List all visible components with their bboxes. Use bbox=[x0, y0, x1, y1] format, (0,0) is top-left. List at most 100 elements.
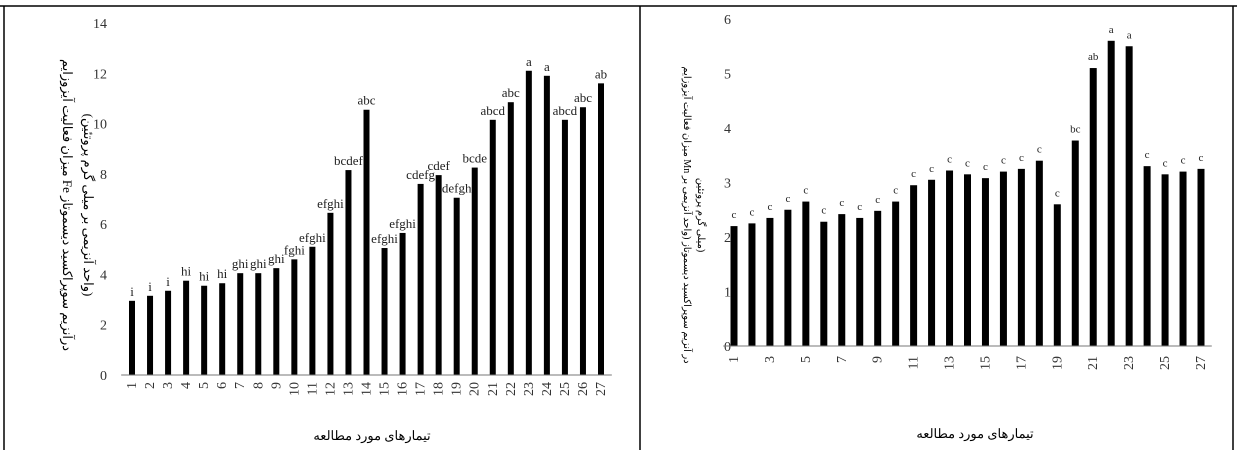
mn-bar bbox=[1053, 204, 1061, 346]
fe-bar bbox=[435, 175, 442, 375]
mn-x-tick-label: 25 bbox=[1158, 356, 1173, 370]
fe-significance-label: bcdef bbox=[334, 153, 364, 168]
fe-x-tick-label: 9 bbox=[269, 382, 284, 389]
fe-significance-label: bcde bbox=[462, 151, 487, 166]
mn-significance-label: c bbox=[947, 154, 952, 166]
fe-x-tick-label: 1 bbox=[125, 382, 140, 389]
fe-y-tick-label: 0 bbox=[100, 369, 107, 384]
mn-y-tick-label: 0 bbox=[724, 340, 731, 355]
fe-x-tick-label: 4 bbox=[179, 382, 194, 389]
mn-bar bbox=[1125, 46, 1133, 346]
fe-x-tick-label: 23 bbox=[522, 382, 537, 396]
mn-bar bbox=[1071, 140, 1079, 346]
fe-bar bbox=[237, 273, 244, 375]
fe-x-tick-label: 21 bbox=[486, 382, 501, 396]
mn-significance-label: c bbox=[803, 185, 808, 197]
mn-bar bbox=[910, 185, 918, 346]
mn-x-tick-label: 1 bbox=[727, 356, 742, 363]
mn-bar bbox=[802, 201, 810, 346]
fe-x-tick-label: 24 bbox=[540, 382, 555, 396]
mn-bar bbox=[784, 209, 792, 346]
fe-x-tick-label: 25 bbox=[558, 382, 573, 396]
fe-bar bbox=[399, 232, 406, 375]
fe-significance-label: abc bbox=[357, 93, 375, 108]
fe-significance-label: hi bbox=[217, 266, 228, 281]
mn-significance-label: c bbox=[875, 194, 880, 206]
mn-significance-label: c bbox=[1145, 149, 1150, 161]
fe-bar bbox=[183, 280, 190, 375]
mn-bar bbox=[748, 223, 756, 346]
fe-significance-label: abc bbox=[574, 90, 592, 105]
mn-significance-label: c bbox=[983, 161, 988, 173]
fe-x-tick-label: 27 bbox=[594, 382, 609, 396]
mn-y-axis-subtitle: میلی گرم پروتئین) bbox=[695, 178, 707, 252]
fe-significance-label: hi bbox=[181, 264, 192, 279]
mn-x-tick-label: 5 bbox=[799, 356, 814, 363]
mn-bar bbox=[820, 221, 828, 346]
fe-y-tick-label: 8 bbox=[100, 168, 107, 183]
mn-significance-label: c bbox=[911, 168, 916, 180]
fe-significance-label: ab bbox=[595, 66, 607, 81]
mn-x-tick-label: 7 bbox=[835, 356, 850, 363]
fe-x-tick-label: 22 bbox=[504, 382, 519, 396]
fe-y-tick-label: 2 bbox=[100, 319, 107, 334]
mn-x-tick-label: 11 bbox=[907, 356, 922, 369]
fe-x-tick-label: 13 bbox=[341, 382, 356, 396]
mn-x-tick-label: 19 bbox=[1050, 356, 1065, 370]
mn-significance-label: bc bbox=[1070, 124, 1081, 136]
fe-y-tick-label: 10 bbox=[93, 118, 107, 133]
mn-x-tick-label: 9 bbox=[871, 356, 886, 363]
fe-bar bbox=[471, 167, 478, 375]
mn-bar bbox=[766, 217, 774, 346]
mn-bar bbox=[1017, 168, 1025, 346]
fe-bar bbox=[598, 83, 604, 375]
mn-y-tick-label: 1 bbox=[724, 286, 731, 301]
mn-bar bbox=[838, 214, 846, 346]
mn-bar bbox=[928, 179, 936, 346]
mn-x-tick-label: 21 bbox=[1086, 356, 1101, 370]
mn-significance-label: c bbox=[1163, 157, 1168, 169]
mn-significance-label: c bbox=[1055, 187, 1060, 199]
fe-x-tick-label: 17 bbox=[414, 382, 429, 396]
fe-x-tick-label: 5 bbox=[197, 382, 212, 389]
fe-significance-label: defgh bbox=[442, 181, 472, 196]
fe-bar bbox=[561, 119, 568, 375]
mn-significance-label: c bbox=[1181, 155, 1186, 167]
mn-significance-label: c bbox=[732, 209, 737, 221]
mn-bar bbox=[892, 201, 900, 346]
fe-significance-label: cdefg bbox=[406, 167, 435, 182]
mn-y-tick-label: 4 bbox=[724, 122, 731, 137]
mn-significance-label: c bbox=[857, 201, 862, 213]
mn-significance-label: c bbox=[929, 163, 934, 175]
mn-bar bbox=[1035, 160, 1043, 346]
fe-bar bbox=[201, 285, 208, 375]
fe-significance-label: abcd bbox=[480, 103, 505, 118]
fe-y-tick-label: 12 bbox=[93, 67, 107, 82]
mn-bar bbox=[1197, 168, 1205, 346]
fe-bar bbox=[255, 273, 262, 375]
mn-x-axis-title: تیمارهای مورد مطالعه bbox=[916, 426, 1034, 442]
fe-isozyme-chart: میزان فعالیت آیزوزایم Fe درآنزیم سوپراکس… bbox=[59, 17, 612, 444]
fe-significance-label: hi bbox=[199, 269, 210, 284]
mn-y-tick-label: 6 bbox=[724, 13, 731, 28]
fe-x-tick-label: 12 bbox=[323, 382, 338, 396]
fe-significance-label: efghi bbox=[299, 230, 326, 245]
fe-bar bbox=[507, 102, 514, 375]
fe-bar bbox=[129, 300, 135, 375]
fe-significance-label: cdef bbox=[427, 158, 450, 173]
mn-x-tick-label: 17 bbox=[1014, 356, 1029, 370]
fe-y-axis-subtitle: (واحد آنزیمی بر میلی گرم پروتئین) bbox=[80, 114, 97, 297]
fe-bar bbox=[165, 290, 172, 375]
fe-significance-label: fghi bbox=[284, 242, 305, 257]
fe-significance-label: ghi bbox=[232, 256, 249, 271]
fe-x-tick-label: 19 bbox=[450, 382, 465, 396]
fe-bar bbox=[489, 119, 496, 375]
fe-significance-label: a bbox=[544, 59, 550, 74]
fe-significance-label: abc bbox=[502, 85, 520, 100]
fe-significance-label: i bbox=[148, 279, 152, 294]
fe-y-tick-label: 4 bbox=[100, 268, 107, 283]
mn-x-tick-label: 13 bbox=[943, 356, 958, 370]
mn-bar bbox=[981, 178, 989, 346]
mn-bar bbox=[1143, 166, 1151, 346]
fe-significance-label: efghi bbox=[317, 196, 344, 211]
